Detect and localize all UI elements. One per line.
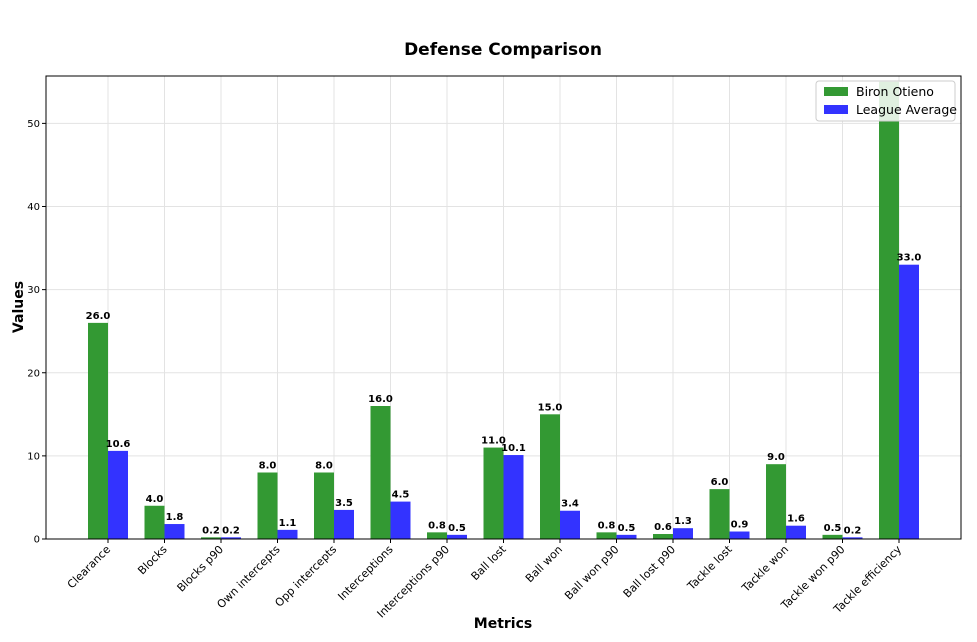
bar-league-average-tackle-won-p90 — [842, 537, 863, 539]
bar-league-average-tackle-won — [786, 525, 806, 539]
y-tick-label: 20 — [27, 368, 40, 379]
bar-label-league-average-blocks-p90: 0.2 — [222, 525, 240, 536]
bar-biron-otieno-tackle-won-p90 — [822, 534, 843, 539]
bar-label-league-average-interceptions: 4.5 — [392, 490, 410, 501]
bar-biron-otieno-own-intercepts — [257, 472, 278, 539]
bar-league-average-blocks-p90 — [221, 537, 241, 539]
bar-biron-otieno-blocks — [144, 505, 165, 539]
bar-label-biron-otieno-blocks-p90: 0.2 — [202, 525, 220, 536]
bar-league-average-tackle-efficiency — [899, 264, 919, 539]
bar-biron-otieno-ball-won — [540, 414, 560, 539]
y-axis-title: Values — [11, 281, 27, 333]
bar-biron-otieno-tackle-lost — [709, 489, 730, 539]
bar-league-average-ball-lost-p90 — [673, 528, 693, 539]
x-tick-label-ball-won-p90: Ball won p90 — [562, 543, 621, 602]
bar-label-league-average-blocks: 1.8 — [166, 512, 184, 523]
bar-league-average-ball-won-p90 — [616, 534, 637, 539]
bar-label-biron-otieno-tackle-lost: 6.0 — [711, 477, 729, 488]
bar-label-biron-otieno-interceptions: 16.0 — [368, 394, 393, 405]
x-axis-title: Metrics — [474, 616, 532, 632]
x-tick-label-blocks: Blocks — [135, 543, 169, 577]
bar-league-average-opp-intercepts — [334, 509, 354, 539]
y-axis: 0 10 20 30 40 50 — [27, 119, 46, 546]
bar-biron-otieno-ball-lost — [483, 447, 504, 539]
bar-biron-otieno-tackle-efficiency — [879, 81, 899, 540]
y-tick-label: 10 — [27, 451, 40, 462]
bar-biron-otieno-tackle-won — [766, 464, 786, 539]
bar-label-biron-otieno-interceptions-p90: 0.8 — [428, 520, 446, 531]
legend-swatch-biron-otieno — [824, 87, 848, 96]
bar-label-league-average-ball-won-p90: 0.5 — [618, 523, 636, 534]
bar-label-biron-otieno-ball-lost-p90: 0.6 — [654, 522, 672, 533]
bar-label-biron-otieno-ball-won-p90: 0.8 — [598, 520, 616, 531]
bar-label-league-average-ball-won: 3.4 — [561, 499, 579, 510]
chart-title: Defense Comparison — [404, 40, 602, 60]
y-tick-label: 0 — [34, 535, 40, 546]
bar-label-league-average-opp-intercepts: 3.5 — [335, 498, 353, 509]
bar-league-average-clearance — [108, 450, 128, 539]
bar-label-league-average-tackle-efficiency: 33.0 — [897, 253, 922, 264]
x-tick-label-tackle-lost: Tackle lost — [684, 542, 735, 593]
y-tick-label: 30 — [27, 285, 40, 296]
bar-league-average-interceptions-p90 — [447, 534, 467, 539]
x-tick-label-blocks-p90: Blocks p90 — [175, 543, 227, 595]
legend-swatch-league-average — [824, 105, 848, 114]
bar-league-average-ball-lost — [503, 455, 524, 539]
bar-league-average-tackle-lost — [729, 531, 750, 539]
bar-label-biron-otieno-tackle-won: 9.0 — [767, 452, 785, 463]
bar-biron-otieno-ball-won-p90 — [596, 532, 617, 539]
y-tick-label: 50 — [27, 119, 40, 130]
x-tick-label-tackle-won: Tackle won — [739, 543, 791, 595]
bar-label-league-average-tackle-lost: 0.9 — [731, 520, 749, 531]
x-tick-label-clearance: Clearance — [65, 543, 113, 591]
bar-biron-otieno-interceptions — [370, 406, 391, 539]
bar-value-labels: 26.0 4.0 0.2 8.0 8.0 16.0 0.8 11.0 15.0 0.8 0.6 6.0… — [86, 253, 922, 537]
bars — [88, 81, 919, 540]
x-tick-label-ball-lost: Ball lost — [469, 542, 510, 583]
x-tick-label-opp-intercepts: Opp intercepts — [272, 543, 339, 610]
legend-label-biron-otieno: Biron Otieno — [856, 84, 934, 99]
bar-label-league-average-interceptions-p90: 0.5 — [448, 523, 466, 534]
bar-label-league-average-ball-lost: 10.1 — [501, 443, 526, 454]
bar-biron-otieno-ball-lost-p90 — [653, 534, 673, 539]
bar-label-biron-otieno-ball-lost: 11.0 — [481, 436, 506, 447]
bar-biron-otieno-interceptions-p90 — [427, 532, 447, 539]
bar-biron-otieno-opp-intercepts — [314, 472, 334, 539]
legend: Biron Otieno League Average — [815, 80, 957, 122]
bar-label-league-average-own-intercepts: 1.1 — [279, 518, 297, 529]
bar-biron-otieno-blocks-p90 — [201, 537, 221, 539]
bar-label-biron-otieno-tackle-won-p90: 0.5 — [824, 523, 842, 534]
bar-label-biron-otieno-blocks: 4.0 — [146, 494, 164, 505]
bar-league-average-interceptions — [390, 501, 411, 539]
bar-label-biron-otieno-clearance: 26.0 — [86, 311, 111, 322]
bar-label-league-average-tackle-won-p90: 0.2 — [844, 525, 862, 536]
x-tick-label-ball-lost-p90: Ball lost p90 — [621, 543, 678, 600]
legend-label-league-average: League Average — [856, 102, 957, 117]
bar-label-biron-otieno-opp-intercepts: 8.0 — [315, 461, 333, 472]
bar-league-average-own-intercepts — [277, 529, 298, 539]
bar-label-league-average-clearance: 10.6 — [106, 439, 131, 450]
bar-label-biron-otieno-own-intercepts: 8.0 — [259, 461, 277, 472]
bar-label-league-average-ball-lost-p90: 1.3 — [674, 516, 692, 527]
y-tick-label: 40 — [27, 202, 40, 213]
x-tick-label-interceptions: Interceptions — [335, 543, 395, 603]
bar-label-league-average-tackle-won: 1.6 — [787, 514, 805, 525]
bar-label-biron-otieno-ball-won: 15.0 — [538, 402, 563, 413]
legend-box — [815, 80, 956, 122]
x-tick-label-ball-won: Ball won — [523, 543, 565, 585]
bar-league-average-ball-won — [560, 510, 580, 539]
bar-league-average-blocks — [164, 524, 185, 539]
bar-biron-otieno-clearance — [88, 322, 108, 539]
